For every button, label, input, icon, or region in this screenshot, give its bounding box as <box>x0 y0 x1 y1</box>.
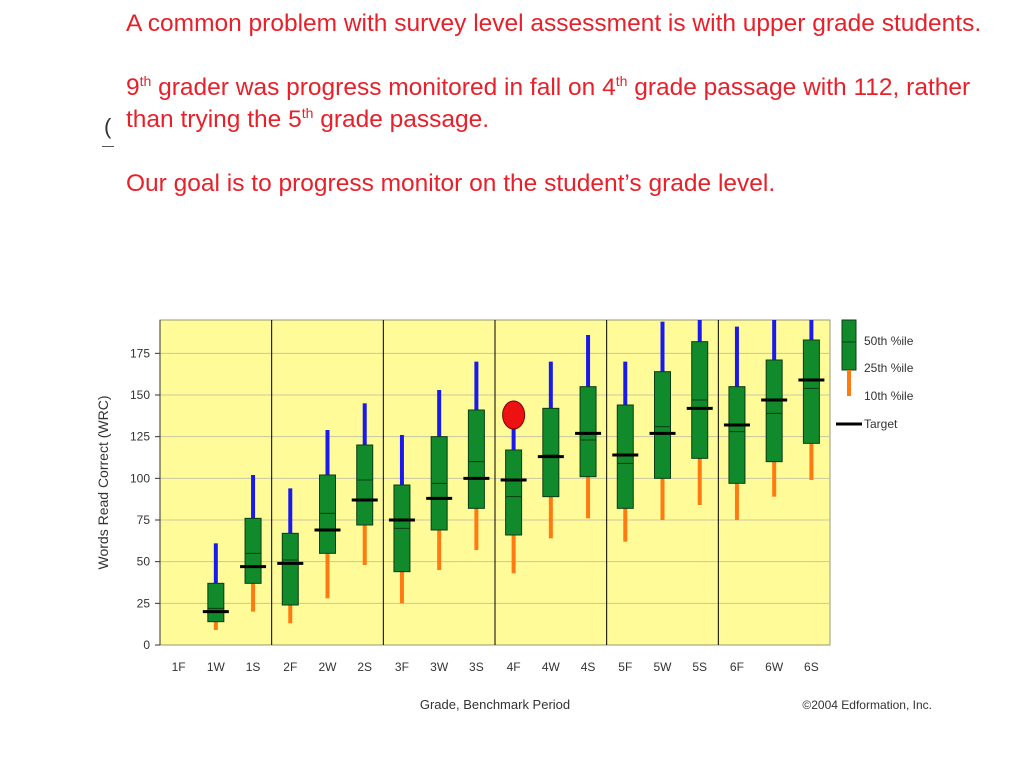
x-tick-label: 4S <box>581 660 596 674</box>
box <box>616 404 634 509</box>
y-tick-label: 100 <box>130 471 150 485</box>
sup-th-3: th <box>301 104 314 121</box>
x-tick-label: 6S <box>804 660 819 674</box>
x-tick-label: 2F <box>283 660 297 674</box>
legend-label: 25th %ile <box>864 361 914 375</box>
box <box>802 339 820 444</box>
stray-dash <box>102 146 114 147</box>
legend-label: Target <box>864 417 898 431</box>
box <box>654 371 671 479</box>
y-tick-label: 150 <box>130 388 150 402</box>
legend-box-swatch <box>841 319 857 371</box>
y-tick-label: 125 <box>130 430 150 444</box>
box <box>765 359 783 463</box>
box <box>281 532 299 606</box>
x-tick-label: 4F <box>507 660 521 674</box>
stray-paren: ( <box>104 114 112 139</box>
text-suffix: grade passage. <box>313 106 490 133</box>
y-tick-label: 0 <box>143 638 150 652</box>
student-example-paragraph: 9th grader was progress monitored in fal… <box>126 72 1006 136</box>
box <box>319 474 336 554</box>
x-tick-label: 3F <box>395 660 409 674</box>
x-tick-label: 3W <box>430 660 449 674</box>
text-mid2: grade passage with 112, rather than tryi… <box>126 74 971 133</box>
box <box>356 444 374 526</box>
box <box>505 449 523 536</box>
box <box>467 409 485 509</box>
box <box>244 517 262 584</box>
benchmark-box-chart: 0 25 50 75 100 125 150 175 1F 1W 1S 2F 2W 2S 3F 3W 3S 4F 4… <box>95 319 932 712</box>
y-tick-label: 175 <box>130 346 150 360</box>
box <box>728 386 746 484</box>
box <box>207 582 225 623</box>
legend-label: 50th %ile <box>864 334 914 348</box>
text-mid: grader was progress monitored in fall on… <box>151 74 616 101</box>
x-tick-label: 4W <box>542 660 561 674</box>
intro-paragraph: A common problem with survey level asses… <box>126 10 982 37</box>
x-tick-label: 5W <box>654 660 673 674</box>
sup-th-2: th <box>615 72 628 89</box>
x-tick-label: 6W <box>765 660 784 674</box>
text-9: 9 <box>126 74 140 101</box>
x-tick-label: 2S <box>357 660 372 674</box>
y-tick-label: 75 <box>137 513 151 527</box>
goal-paragraph: Our goal is to progress monitor on the s… <box>126 170 776 197</box>
x-tick-label: 5F <box>618 660 632 674</box>
x-axis-title: Grade, Benchmark Period <box>420 697 570 712</box>
legend-label: 10th %ile <box>864 389 914 403</box>
y-tick-label: 25 <box>137 596 151 610</box>
copyright-text: ©2004 Edformation, Inc. <box>802 698 932 712</box>
slide-text: A common problem with survey level asses… <box>126 8 1006 232</box>
box <box>542 407 560 498</box>
x-tick-label: 1F <box>172 660 186 674</box>
y-axis-title: Words Read Correct (WRC) <box>95 396 111 570</box>
box <box>579 386 597 478</box>
x-tick-label: 1S <box>246 660 261 674</box>
y-tick-label: 50 <box>137 555 151 569</box>
student-point <box>502 400 526 430</box>
sup-th-1: th <box>139 72 152 89</box>
x-tick-label: 5S <box>692 660 707 674</box>
x-tick-label: 2W <box>319 660 338 674</box>
x-tick-label: 6F <box>730 660 744 674</box>
x-tick-label: 3S <box>469 660 484 674</box>
x-tick-label: 1W <box>207 660 226 674</box>
